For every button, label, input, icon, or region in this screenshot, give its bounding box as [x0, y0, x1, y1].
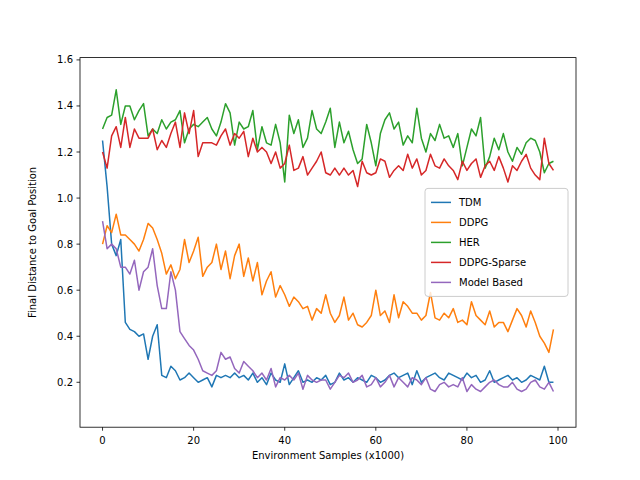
series-line — [103, 141, 554, 387]
y-tick — [77, 382, 81, 383]
legend-swatch — [431, 282, 451, 284]
y-tick — [77, 198, 81, 199]
y-tick — [77, 244, 81, 245]
legend-label: DDPG — [459, 217, 488, 228]
legend-label: HER — [459, 237, 480, 248]
axes-frame — [80, 58, 576, 428]
y-tick — [77, 290, 81, 291]
x-tick-label: 80 — [461, 435, 474, 446]
page: {"chart_data": { "type": "line", "x_labe… — [0, 0, 640, 480]
x-tick-label: 60 — [369, 435, 382, 446]
chart: 0 20 40 60 80 100 0.2 0.4 0.6 0.8 1.0 1.2 1.4 1.6 Envi… — [0, 0, 640, 480]
ticks: 0 20 40 60 80 100 0.2 0.4 0.6 0.8 1.0 1.2 1.4 1.6 — [57, 54, 567, 446]
x-tick — [375, 427, 376, 431]
legend-box — [425, 188, 568, 296]
legend-swatch — [431, 242, 451, 244]
y-axis-label: Final Distance to Goal Position — [27, 167, 38, 318]
frame — [80, 58, 576, 428]
x-tick — [466, 427, 467, 431]
y-tick-label: 1.6 — [57, 54, 73, 65]
x-axis-label: Environment Samples (x1000) — [252, 450, 404, 461]
legend-label: DDPG-Sparse — [459, 257, 526, 268]
y-tick-label: 0.6 — [57, 285, 73, 296]
y-tick-label: 1.4 — [57, 100, 73, 111]
legend-swatch — [431, 202, 451, 204]
legend-label: Model Based — [459, 277, 523, 288]
x-tick — [102, 427, 103, 431]
legend: TDM DDPG HER DDPG-Sparse Model Based — [425, 188, 568, 296]
x-tick-label: 40 — [278, 435, 291, 446]
y-tick-label: 0.2 — [57, 377, 73, 388]
y-tick — [77, 152, 81, 153]
y-tick — [77, 59, 81, 60]
x-tick — [193, 427, 194, 431]
x-tick — [284, 427, 285, 431]
legend-swatch — [431, 262, 451, 264]
x-tick-label: 100 — [548, 435, 567, 446]
x-tick-label: 0 — [99, 435, 105, 446]
y-tick — [77, 105, 81, 106]
background — [0, 0, 640, 480]
y-tick — [77, 336, 81, 337]
legend-swatch — [431, 222, 451, 224]
y-tick-label: 1.2 — [57, 147, 73, 158]
y-tick-label: 0.4 — [57, 331, 73, 342]
y-tick-label: 1.0 — [57, 193, 73, 204]
x-tick-label: 20 — [187, 435, 200, 446]
legend-label: TDM — [458, 197, 481, 208]
x-tick — [558, 427, 559, 431]
series-line — [103, 111, 554, 187]
y-tick-label: 0.8 — [57, 239, 73, 250]
